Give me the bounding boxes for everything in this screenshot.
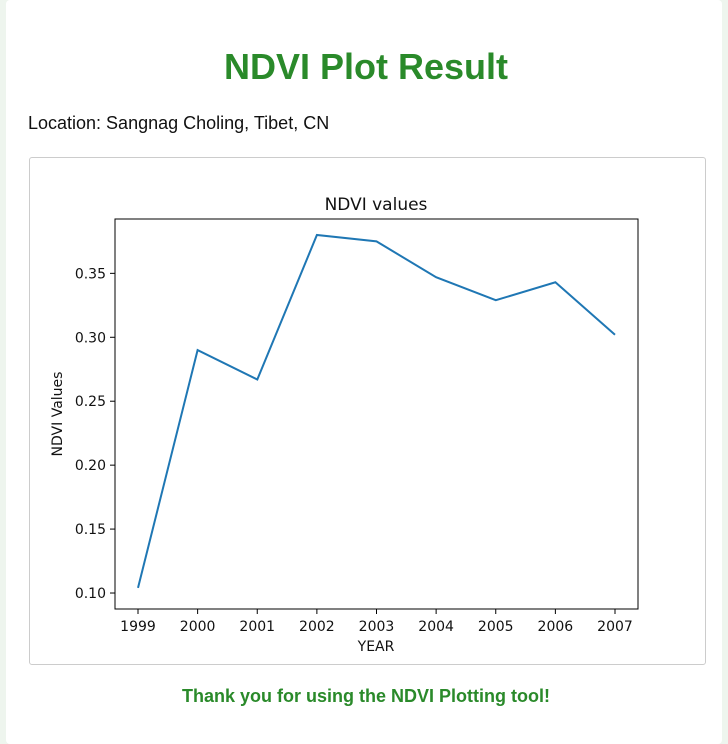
chart-container: NDVI values 0.10 0.15 0.20 0.25 0.30 0.35 199… xyxy=(29,157,706,665)
y-tick-label: 0.30 xyxy=(75,330,106,346)
x-axis-label: YEAR xyxy=(357,639,395,655)
x-tick-label: 1999 xyxy=(120,619,156,635)
x-tick-label: 2000 xyxy=(180,619,216,635)
ndvi-line-chart: NDVI values 0.10 0.15 0.20 0.25 0.30 0.35 199… xyxy=(50,195,639,655)
chart-title: NDVI values xyxy=(325,195,428,215)
plot-frame xyxy=(114,218,639,610)
x-tick-label: 2007 xyxy=(597,619,633,635)
y-axis-label: NDVI Values xyxy=(50,372,66,457)
y-axis-ticks: 0.10 0.15 0.20 0.25 0.30 0.35 xyxy=(75,266,115,602)
page-title: NDVI Plot Result xyxy=(223,46,509,87)
x-tick-label: 2002 xyxy=(299,619,335,635)
x-tick-label: 2006 xyxy=(538,619,574,635)
x-tick-label: 2005 xyxy=(478,619,514,635)
y-tick-label: 0.10 xyxy=(75,586,106,602)
x-tick-label: 2001 xyxy=(239,619,275,635)
x-axis-ticks: 1999 2000 2001 2002 2003 2004 2005 2006 2007 xyxy=(120,609,633,635)
y-tick-label: 0.25 xyxy=(75,394,106,410)
y-tick-label: 0.35 xyxy=(75,266,106,282)
x-tick-label: 2003 xyxy=(359,619,395,635)
thank-you-message: Thank you for using the NDVI Plotting to… xyxy=(182,686,550,706)
x-tick-label: 2004 xyxy=(418,619,454,635)
ndvi-series-line xyxy=(137,233,616,589)
y-tick-label: 0.15 xyxy=(75,522,106,538)
page-container: NDVI Plot Result Location: Sangnag Choli… xyxy=(6,0,722,744)
y-tick-label: 0.20 xyxy=(75,458,106,474)
location-text: Location: Sangnag Choling, Tibet, CN xyxy=(28,113,330,133)
